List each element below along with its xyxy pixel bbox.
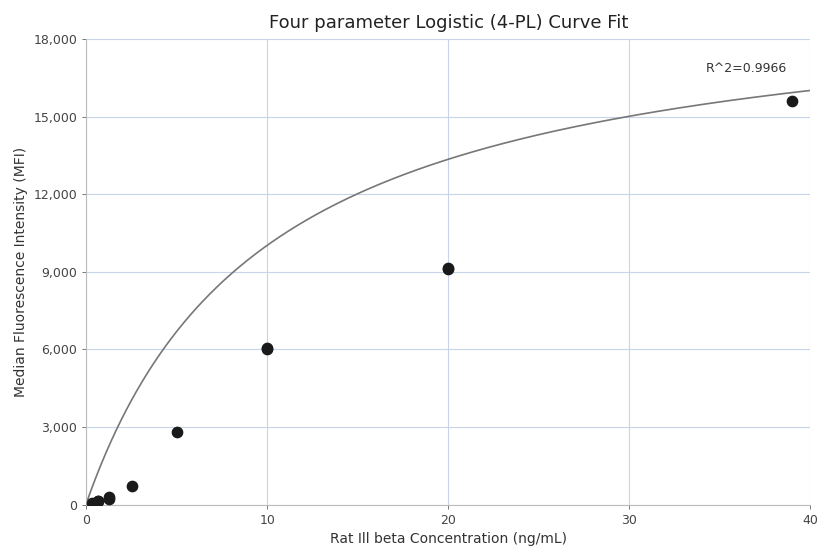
Point <box>91 496 104 505</box>
Y-axis label: Median Fluorescence Intensity (MFI): Median Fluorescence Intensity (MFI) <box>14 147 28 397</box>
Point <box>442 263 455 272</box>
Point <box>102 492 116 501</box>
Point <box>785 96 799 105</box>
Point <box>171 428 184 437</box>
Point <box>91 497 104 506</box>
Point <box>442 265 455 274</box>
X-axis label: Rat Ill beta Concentration (ng/mL): Rat Ill beta Concentration (ng/mL) <box>329 532 567 546</box>
Point <box>86 499 99 508</box>
Point <box>260 344 274 353</box>
Point <box>102 494 116 503</box>
Text: R^2=0.9966: R^2=0.9966 <box>706 62 787 75</box>
Title: Four parameter Logistic (4-PL) Curve Fit: Four parameter Logistic (4-PL) Curve Fit <box>269 14 628 32</box>
Point <box>125 482 138 491</box>
Point <box>260 344 274 353</box>
